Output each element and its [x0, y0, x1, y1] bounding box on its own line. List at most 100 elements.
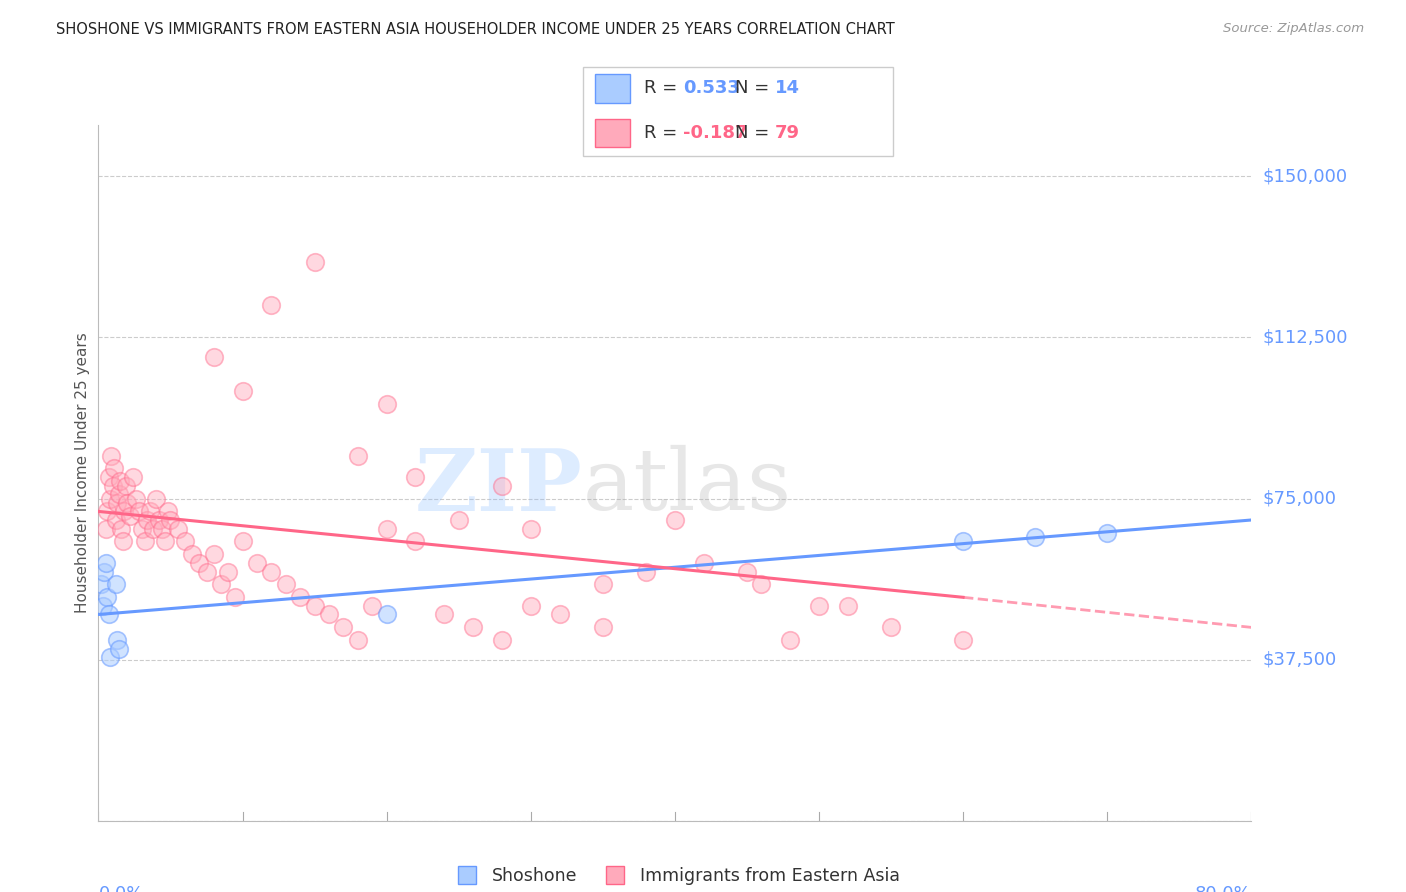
Text: SHOSHONE VS IMMIGRANTS FROM EASTERN ASIA HOUSEHOLDER INCOME UNDER 25 YEARS CORRE: SHOSHONE VS IMMIGRANTS FROM EASTERN ASIA…	[56, 22, 896, 37]
Text: Source: ZipAtlas.com: Source: ZipAtlas.com	[1223, 22, 1364, 36]
Point	[405, 470, 427, 484]
Point	[837, 599, 859, 613]
Text: $112,500: $112,500	[1263, 328, 1348, 346]
Point	[125, 491, 148, 506]
Point	[93, 565, 115, 579]
Point	[112, 504, 135, 518]
Point	[166, 522, 188, 536]
Point	[131, 522, 153, 536]
Text: $37,500: $37,500	[1263, 650, 1337, 669]
Text: ZIP: ZIP	[415, 445, 582, 529]
Point	[114, 478, 136, 492]
Point	[195, 565, 218, 579]
Point	[142, 522, 165, 536]
Point	[128, 504, 150, 518]
Point	[952, 633, 974, 648]
Text: 14: 14	[775, 79, 800, 97]
Point	[159, 513, 181, 527]
Point	[174, 534, 197, 549]
Point	[97, 607, 120, 622]
Point	[97, 470, 120, 484]
Point	[139, 504, 162, 518]
Point	[880, 620, 903, 634]
Point	[104, 577, 127, 591]
Point	[636, 565, 658, 579]
Point	[231, 384, 254, 399]
Point	[375, 607, 398, 622]
Point	[548, 607, 571, 622]
Point	[120, 508, 142, 523]
Point	[491, 478, 513, 492]
Text: N =: N =	[735, 124, 775, 142]
Point	[110, 522, 132, 536]
Point	[145, 491, 167, 506]
Point	[520, 522, 543, 536]
Point	[111, 534, 134, 549]
Point	[217, 565, 239, 579]
Point	[108, 475, 131, 489]
Point	[290, 591, 312, 605]
Point	[491, 633, 513, 648]
Point	[209, 577, 232, 591]
Point	[346, 449, 368, 463]
Text: atlas: atlas	[582, 445, 792, 528]
Point	[1024, 530, 1046, 544]
Text: 0.533: 0.533	[683, 79, 740, 97]
Text: 0.0%: 0.0%	[98, 885, 143, 892]
Point	[461, 620, 484, 634]
Point	[148, 513, 170, 527]
Point	[520, 599, 543, 613]
Point	[304, 599, 326, 613]
Legend: Shoshone, Immigrants from Eastern Asia: Shoshone, Immigrants from Eastern Asia	[443, 860, 907, 892]
Point	[136, 513, 159, 527]
Point	[592, 620, 614, 634]
Point	[405, 534, 427, 549]
Point	[735, 565, 758, 579]
Point	[105, 633, 128, 648]
Text: N =: N =	[735, 79, 775, 97]
Point	[274, 577, 297, 591]
Text: $150,000: $150,000	[1263, 168, 1347, 186]
Point	[346, 633, 368, 648]
Point	[202, 547, 225, 561]
Point	[592, 577, 614, 591]
Point	[105, 496, 128, 510]
Point	[260, 565, 283, 579]
Point	[375, 397, 398, 411]
Text: 80.0%: 80.0%	[1195, 885, 1251, 892]
Point	[224, 591, 246, 605]
Point	[260, 298, 283, 312]
Point	[122, 470, 145, 484]
Point	[104, 513, 127, 527]
Point	[246, 556, 269, 570]
Point	[156, 504, 179, 518]
Point	[90, 577, 112, 591]
Point	[107, 487, 129, 501]
Point	[202, 350, 225, 364]
Point	[751, 577, 773, 591]
Point	[188, 556, 211, 570]
Point	[807, 599, 830, 613]
Point	[103, 461, 125, 475]
Point	[318, 607, 340, 622]
Point	[96, 591, 118, 605]
Point	[107, 641, 129, 656]
Point	[94, 556, 117, 570]
Point	[91, 599, 114, 613]
Point	[150, 522, 173, 536]
Text: R =: R =	[644, 124, 683, 142]
Text: $75,000: $75,000	[1263, 490, 1337, 508]
Text: R =: R =	[644, 79, 683, 97]
Point	[332, 620, 354, 634]
Point	[304, 255, 326, 269]
Point	[98, 650, 121, 665]
Point	[664, 513, 686, 527]
Point	[375, 522, 398, 536]
Point	[134, 534, 156, 549]
Point	[433, 607, 456, 622]
Point	[693, 556, 716, 570]
Point	[101, 478, 124, 492]
Point	[447, 513, 470, 527]
Point	[1097, 525, 1119, 540]
Point	[98, 491, 121, 506]
